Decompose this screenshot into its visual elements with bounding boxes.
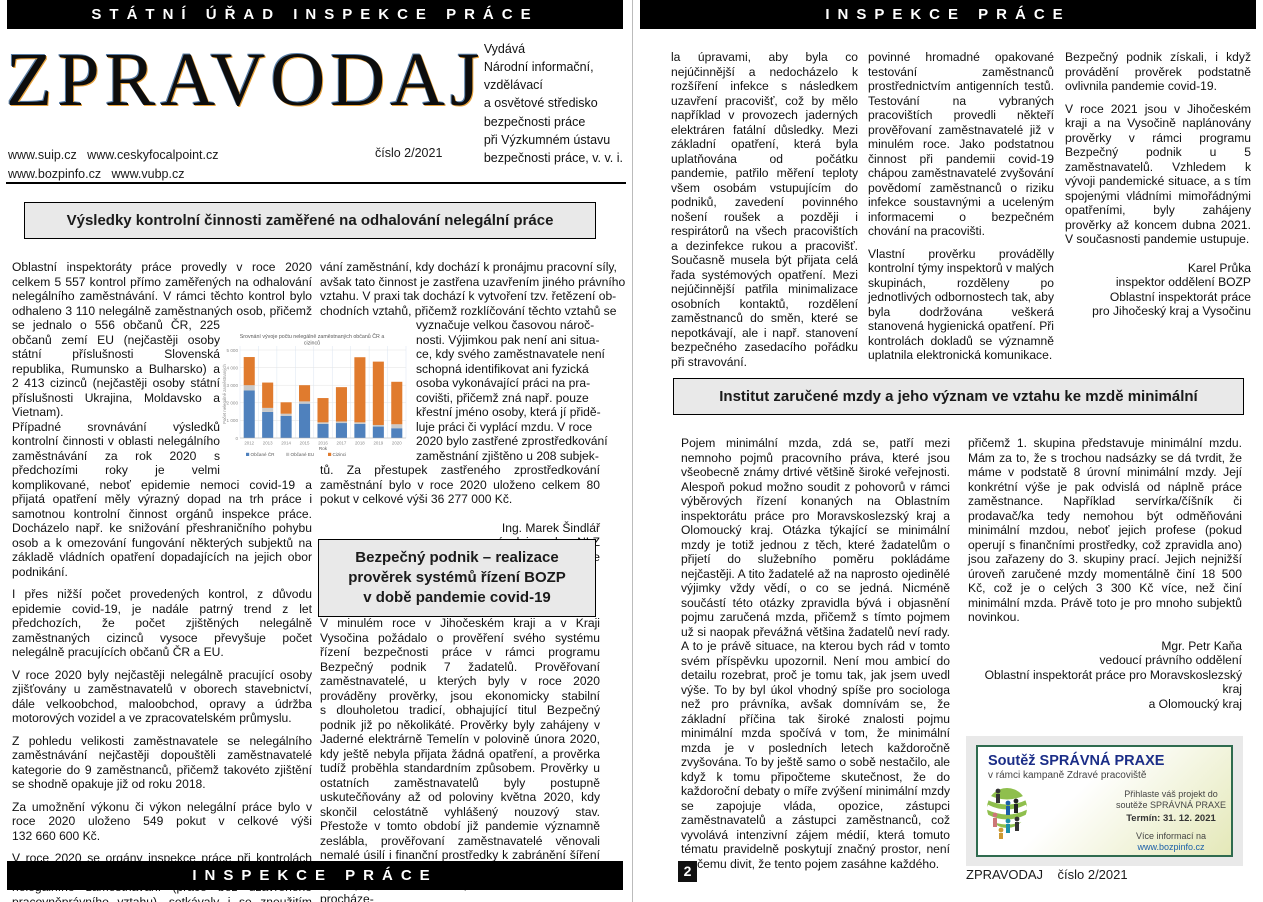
svg-text:2020: 2020 [392,441,402,446]
svg-text:2014: 2014 [281,441,291,446]
svg-text:Občané EU: Občané EU [291,452,315,457]
svg-text:2012: 2012 [244,441,254,446]
svg-text:2013: 2013 [263,441,273,446]
svg-text:2019: 2019 [373,441,383,446]
svg-text:2 000: 2 000 [227,401,239,406]
svg-text:0: 0 [235,436,238,441]
svg-text:Rok: Rok [319,446,328,451]
svg-text:Počet nelegálně zaměstnaných: Počet nelegálně zaměstnaných [222,364,227,424]
svg-text:1 000: 1 000 [227,418,239,423]
svg-text:2015: 2015 [300,441,310,446]
svg-text:cizinců: cizinců [304,340,320,347]
svg-text:5 000: 5 000 [227,348,239,353]
svg-text:2016: 2016 [318,441,328,446]
svg-text:4 000: 4 000 [227,365,239,370]
svg-text:Srovnání vývoje počtu nelegáln: Srovnání vývoje počtu nelegálně zaměstna… [240,333,385,340]
svg-text:Občané ČR: Občané ČR [251,451,276,457]
svg-text:Cizinci: Cizinci [333,452,347,457]
svg-text:3 000: 3 000 [227,383,239,388]
svg-text:2017: 2017 [337,441,347,446]
svg-text:2018: 2018 [355,441,365,446]
